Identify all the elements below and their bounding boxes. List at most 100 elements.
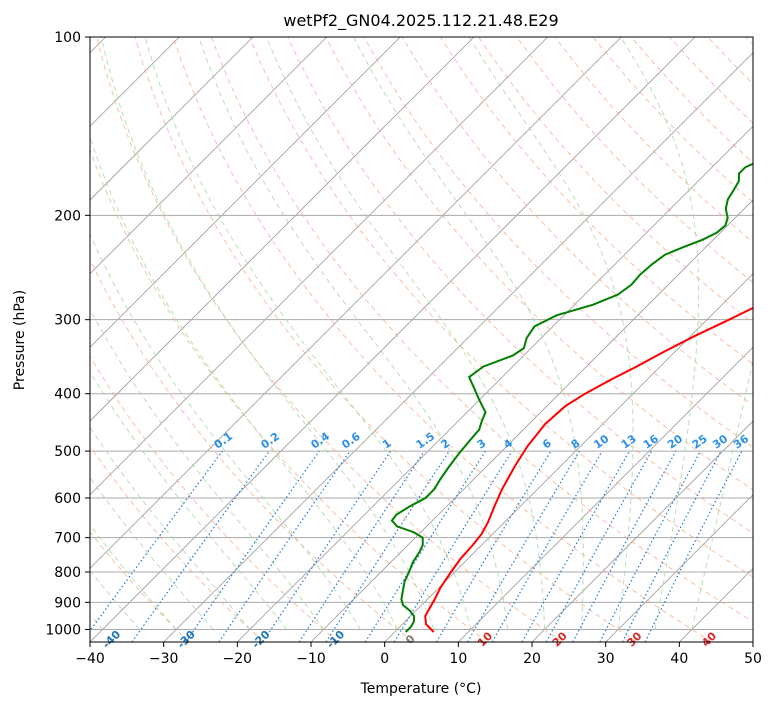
- y-tick-label: 400: [54, 387, 81, 403]
- y-tick-label: 1000: [45, 622, 81, 638]
- mixing-ratio-label: 8: [569, 437, 583, 452]
- dry-adiabat-line: [172, 37, 712, 642]
- moist-adiabat-line: [90, 476, 214, 630]
- dry-adiabat-line: [478, 37, 753, 324]
- dry-adiabat-line: [96, 37, 563, 642]
- dry-adiabat-line: [516, 37, 753, 284]
- mixing-ratio-label: 1.5: [414, 430, 437, 452]
- dry-adiabat-line: [401, 37, 753, 406]
- mixing-ratio-line: [393, 450, 513, 642]
- mixing-ratio-label: 1: [380, 437, 394, 452]
- dry-adiabat-label: 30: [624, 629, 644, 649]
- x-tick-label: 20: [523, 651, 541, 667]
- dry-adiabat-line: [439, 37, 753, 365]
- x-tick-label: −10: [296, 651, 326, 667]
- y-axis: 100 200 300 400 500 600 700 800 900 1000: [45, 30, 90, 638]
- mixing-ratio-label: 10: [591, 432, 611, 452]
- dry-adiabat-label: 0: [403, 632, 418, 647]
- moist-adiabat-line: [198, 37, 509, 630]
- x-tick-label: −40: [75, 651, 105, 667]
- mixing-ratio-line: [325, 450, 450, 642]
- mixing-ratio-label: 13: [619, 432, 639, 451]
- dry-adiabat-label: 20: [550, 629, 570, 649]
- mixing-ratio-line: [90, 450, 223, 632]
- mixing-ratio-line: [131, 450, 270, 642]
- plot-frame: [89, 36, 754, 643]
- moist-adiabat-line: [90, 308, 324, 630]
- x-tick-label: −30: [149, 651, 179, 667]
- plot-area: [90, 37, 753, 642]
- moist-adiabat-line: [468, 37, 634, 630]
- dry-adiabat-line: [90, 355, 339, 642]
- x-tick-label: 40: [670, 651, 688, 667]
- x-tick-label: 30: [597, 651, 615, 667]
- x-tick-label: 0: [380, 651, 389, 667]
- moist-adiabat-line: [90, 524, 177, 630]
- y-tick-label: 200: [54, 208, 81, 224]
- mixing-ratio-label: 2: [439, 437, 453, 452]
- y-tick-label: 800: [54, 565, 81, 581]
- mixing-ratio-line: [218, 450, 351, 642]
- x-tick-label: −20: [223, 651, 253, 667]
- mixing-ratio-label: 30: [710, 432, 730, 452]
- mixing-ratio-label: 6: [540, 436, 554, 451]
- mixing-ratio-line: [298, 450, 425, 642]
- dry-adiabat-label: -10: [324, 628, 347, 651]
- mixing-ratio-label: 25: [690, 432, 710, 451]
- isotherm-line: [90, 37, 254, 201]
- dry-adiabat-line: [669, 37, 753, 124]
- mixing-ratio-label: 0.4: [309, 430, 333, 452]
- mixing-ratio-line: [572, 450, 677, 642]
- mixing-ratio-line: [435, 450, 552, 642]
- y-axis-label: Pressure (hPa): [12, 290, 28, 390]
- isotherm-line: [531, 420, 753, 642]
- dry-adiabat-line: [249, 37, 753, 578]
- x-axis: −40 −30 −20 −10 0 10 20 30 40 50: [75, 642, 762, 667]
- mixing-ratio-label: 0.2: [259, 430, 282, 452]
- dry-adiabat-line: [134, 37, 638, 642]
- isotherm-line: [679, 567, 753, 642]
- profile-line: [424, 306, 753, 633]
- moist-adiabat-line: [691, 358, 753, 630]
- mixing-ratio-line: [545, 450, 653, 642]
- dry-adiabat-line: [90, 531, 190, 642]
- y-tick-label: 700: [54, 531, 81, 547]
- moist-adiabat-line: [100, 37, 435, 630]
- mixing-ratio-line: [262, 450, 392, 642]
- dry-adiabat-line: [90, 148, 488, 642]
- moist-adiabat-line: [90, 426, 251, 630]
- mixing-ratio-label: 16: [641, 432, 661, 452]
- dry-adiabat-line: [90, 445, 264, 642]
- isotherm-line: [605, 494, 753, 642]
- mixing-ratio-line: [466, 450, 580, 642]
- dry-adiabat-label: 40: [699, 629, 719, 649]
- dry-adiabat-line: [90, 258, 414, 642]
- mixing-ratio-line: [521, 450, 631, 642]
- dry-adiabat-label: -40: [100, 628, 123, 651]
- dry-adiabat-line: [325, 37, 753, 491]
- moist-adiabat-line: [266, 37, 546, 630]
- dry-adiabat-line: [707, 37, 753, 85]
- moist-adiabat-line: [620, 37, 700, 630]
- isotherm-line: [310, 199, 753, 642]
- moist-adiabat-line: [90, 135, 398, 630]
- dry-adiabat-line: [592, 37, 753, 203]
- isotherm-line: [90, 37, 696, 642]
- mixing-ratio-line: [599, 450, 702, 642]
- mixing-ratio-label: 0.1: [212, 430, 235, 452]
- x-tick-label: 10: [449, 651, 467, 667]
- mixing-ratio-line: [185, 450, 320, 642]
- moist-adiabat-line: [353, 37, 584, 630]
- dry-adiabat-line: [287, 37, 753, 534]
- isotherm-line: [90, 37, 475, 422]
- dry-adiabat-label: -30: [175, 628, 198, 651]
- isotherm-line: [90, 37, 622, 569]
- mixing-ratio-line: [644, 450, 743, 642]
- isotherm-line: [90, 37, 401, 348]
- isotherm-line: [458, 346, 753, 642]
- y-tick-label: 300: [54, 313, 81, 329]
- moist-adiabat-line: [90, 233, 361, 630]
- moist-adiabat-line: [90, 569, 140, 630]
- mixing-ratio-line: [364, 450, 486, 642]
- mixing-ratio-label: 0.6: [339, 430, 363, 452]
